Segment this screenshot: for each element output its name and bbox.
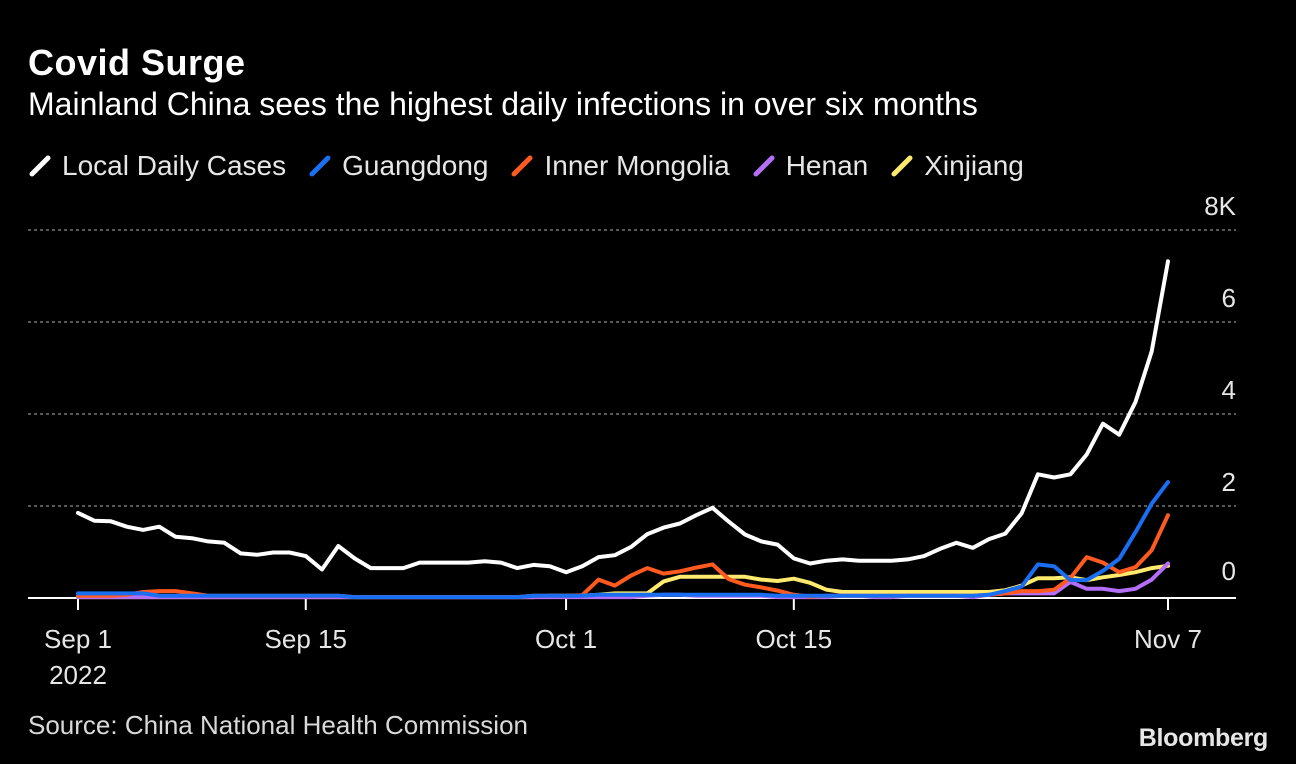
- legend-swatch-inner-mongolia: [511, 155, 533, 177]
- series-line-guangdong: [76, 480, 1170, 600]
- legend-swatch-xinjiang: [891, 155, 913, 177]
- legend-item-guangdong: Guangdong: [308, 150, 488, 182]
- legend-label-inner-mongolia: Inner Mongolia: [544, 150, 730, 181]
- x-tick-label-2: Oct 1: [535, 624, 597, 654]
- y-tick-label-3: 6: [1222, 283, 1236, 313]
- y-tick-label-4: 8K: [1204, 191, 1236, 221]
- x-tick-label-1: Sep 15: [265, 624, 347, 654]
- legend-label-xinjiang: Xinjiang: [924, 150, 1024, 181]
- legend-label-henan: Henan: [785, 150, 869, 181]
- x-tick-label-3: Oct 15: [756, 624, 833, 654]
- legend-swatch-henan: [753, 155, 775, 177]
- y-tick-label-1: 2: [1222, 467, 1236, 497]
- y-tick-label-2: 4: [1222, 375, 1236, 405]
- series-line-local-daily-cases: [76, 259, 1170, 575]
- x-tick-label-4: Nov 7: [1134, 624, 1202, 654]
- legend-item-inner-mongolia: Inner Mongolia: [510, 150, 730, 182]
- bloomberg-logo: Bloomberg: [1138, 724, 1269, 752]
- chart-subtitle: Mainland China sees the highest daily in…: [28, 86, 978, 122]
- chart-title: Covid Surge: [28, 42, 246, 83]
- y-tick-label-0: 0: [1222, 556, 1236, 586]
- legend: Local Daily Cases Guangdong Inner Mongol…: [28, 150, 1046, 182]
- source-note: Source: China National Health Commission: [28, 710, 529, 740]
- x-tick-label-0: Sep 1: [44, 624, 112, 654]
- legend-swatch-guangdong: [309, 155, 331, 177]
- legend-label-guangdong: Guangdong: [342, 150, 489, 181]
- series-line-inner-mongolia: [76, 513, 1170, 600]
- legend-item-xinjiang: Xinjiang: [890, 150, 1024, 182]
- x-tick-sublabel-0: 2022: [49, 660, 107, 690]
- legend-label-local-daily-cases: Local Daily Cases: [62, 150, 287, 181]
- legend-swatch-local-daily-cases: [29, 155, 51, 177]
- legend-item-local-daily-cases: Local Daily Cases: [28, 150, 286, 182]
- legend-item-henan: Henan: [752, 150, 869, 182]
